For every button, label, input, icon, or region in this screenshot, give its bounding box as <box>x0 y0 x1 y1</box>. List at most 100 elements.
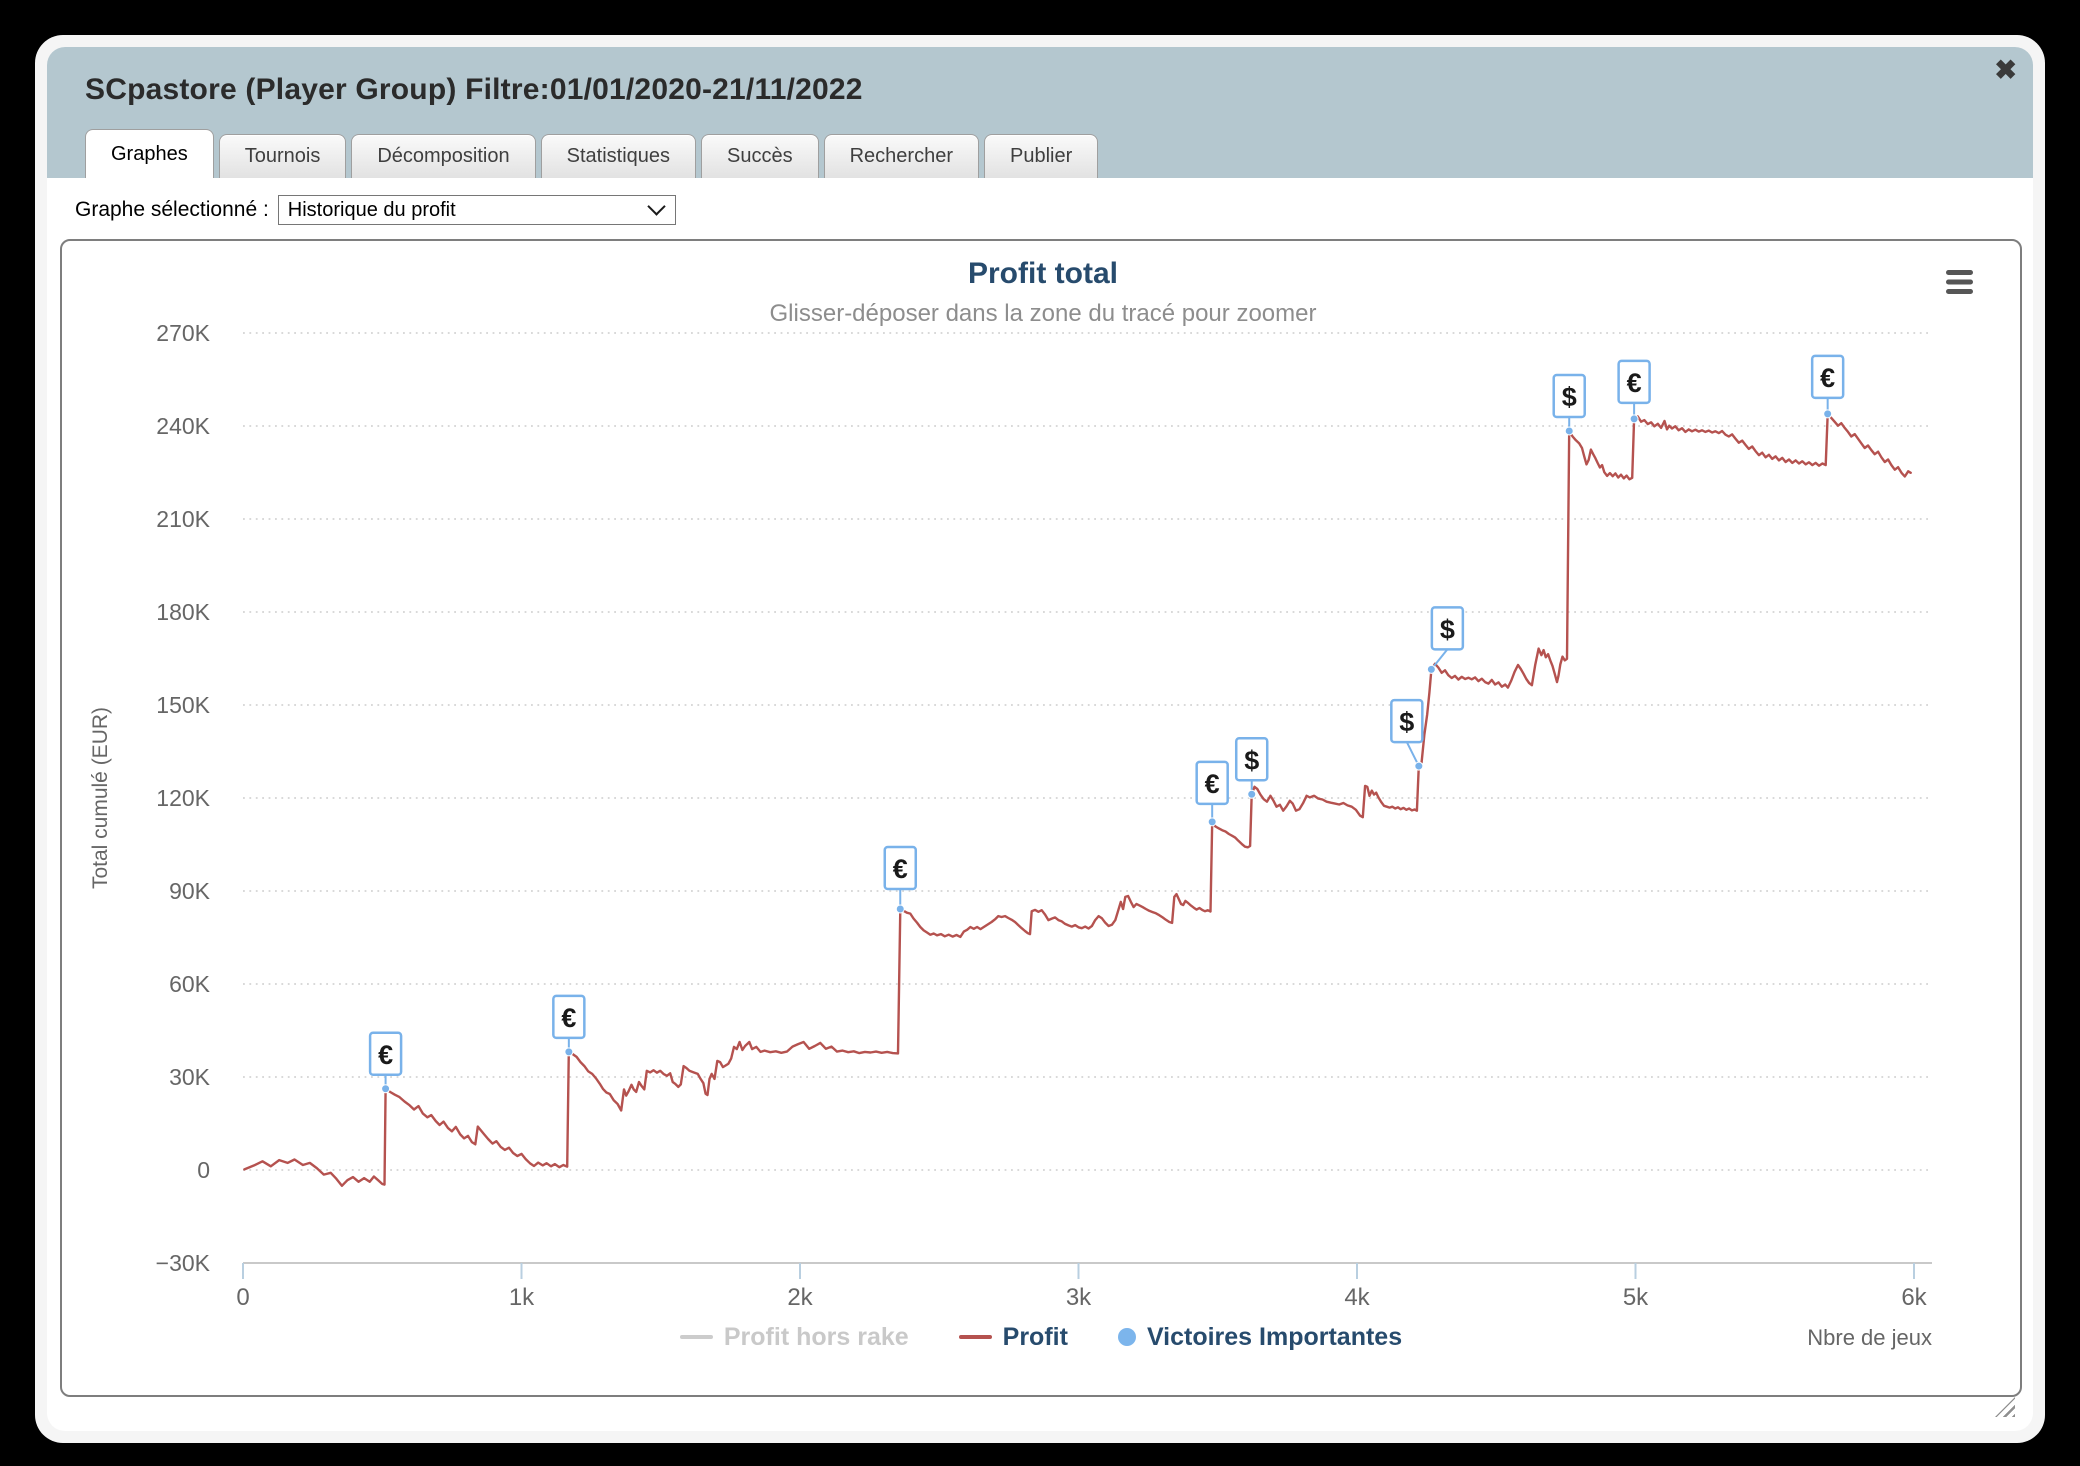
legend-label: Profit hors rake <box>723 1322 909 1351</box>
graph-selector-label: Graphe sélectionné : <box>75 198 269 221</box>
tab-rechercher[interactable]: Rechercher <box>823 134 979 178</box>
series-profit <box>243 412 1912 1187</box>
menu-bar <box>1946 270 1973 275</box>
tab-publier[interactable]: Publier <box>984 134 1099 178</box>
big-win-marker[interactable] <box>1390 698 1424 771</box>
x-axis-tick-label: 0 <box>236 1284 249 1311</box>
big-win-marker[interactable] <box>1234 737 1269 799</box>
marker-box <box>1390 698 1424 744</box>
marker-dot <box>1247 789 1257 799</box>
y-axis-title: Total cumulé (EUR) <box>89 707 112 889</box>
big-win-marker[interactable] <box>368 1031 403 1094</box>
tab-decomposition[interactable]: Décomposition <box>351 134 536 178</box>
big-win-marker[interactable] <box>1195 760 1229 827</box>
euro-icon: € <box>1205 769 1220 799</box>
big-win-marker[interactable] <box>883 845 918 914</box>
marker-dot <box>1823 409 1833 419</box>
big-win-marker[interactable] <box>1810 354 1845 419</box>
euro-icon: € <box>561 1003 576 1033</box>
chart-plot-area[interactable] <box>243 327 1932 1263</box>
marker-box <box>883 845 918 891</box>
tab-statistiques[interactable]: Statistiques <box>540 134 697 178</box>
marker-dot <box>1564 426 1574 436</box>
big-win-marker[interactable] <box>1617 359 1651 424</box>
tab-tournois[interactable]: Tournois <box>218 134 347 178</box>
y-axis-tick-label: 90K <box>169 878 211 904</box>
app-window: SCpastore (Player Group) Filtre:01/01/20… <box>35 35 2045 1443</box>
y-axis-tick-label: 210K <box>156 506 210 532</box>
euro-icon: € <box>378 1040 393 1070</box>
marker-box <box>1195 760 1229 806</box>
x-axis-tick-label: 3k <box>1066 1284 1092 1311</box>
legend-item-profit-hors-rake[interactable]: Profit hors rake <box>679 1322 909 1352</box>
marker-dot <box>1414 761 1424 771</box>
marker-box <box>1234 737 1269 782</box>
euro-icon: € <box>1627 368 1642 398</box>
line-swatch-icon <box>958 1335 992 1339</box>
y-axis-tick-label: 0 <box>197 1157 210 1183</box>
legend-item-profit[interactable]: Profit <box>958 1322 1068 1352</box>
tab-succes[interactable]: Succès <box>701 134 819 178</box>
marker-box <box>1552 373 1586 419</box>
y-axis-tick-label: 240K <box>156 413 210 439</box>
legend-item-victoires-importantes[interactable]: Victoires Importantes <box>1117 1322 1403 1352</box>
chart-title: Profit total <box>968 257 1118 290</box>
graph-selector-row: Graphe sélectionné : Historique du profi… <box>75 194 2033 226</box>
chevron-down-icon <box>647 197 666 216</box>
y-axis-tick-label: 180K <box>156 599 210 625</box>
x-axis-tick-label: 2k <box>787 1284 813 1311</box>
marker-dot <box>1207 817 1217 827</box>
y-axis-tick-label: 30K <box>169 1064 211 1090</box>
dollar-icon: $ <box>1399 707 1414 737</box>
euro-icon: € <box>1820 363 1835 393</box>
x-axis-tick-label: 6k <box>1901 1284 1927 1311</box>
x-axis-tick-label: 1k <box>509 1284 535 1311</box>
marker-box <box>1617 359 1651 405</box>
big-win-marker[interactable] <box>552 994 586 1057</box>
x-axis-title: Nbre de jeux <box>1807 1325 1932 1350</box>
dollar-icon: $ <box>1244 745 1259 775</box>
window-title: SCpastore (Player Group) Filtre:01/01/20… <box>85 73 863 106</box>
close-icon[interactable]: ✖ <box>1994 55 2017 85</box>
marker-dot <box>1629 414 1639 424</box>
x-axis-tick-label: 4k <box>1344 1284 1370 1311</box>
marker-box <box>552 994 586 1040</box>
marker-box <box>1810 354 1845 400</box>
y-axis-tick-label: 120K <box>156 785 210 811</box>
menu-bar <box>1946 289 1973 294</box>
line-swatch-icon <box>679 1335 713 1339</box>
tab-bar: Graphes Tournois Décomposition Statistiques… <box>85 129 1099 178</box>
resize-grip-icon[interactable] <box>1995 1397 2015 1417</box>
marker-dot <box>564 1047 574 1057</box>
legend-label: Victoires Importantes <box>1146 1322 1403 1351</box>
chart-legend: Profit hors rake Profit Victoires Importan… <box>62 1317 2020 1357</box>
profit-chart: 270K 240K 210K 180K 150K 120K 90K 60K 30K 0 −30K 0 1… <box>89 257 1973 1350</box>
big-win-marker[interactable] <box>1426 606 1465 674</box>
marker-dot <box>381 1084 391 1094</box>
main-content: Graphe sélectionné : Historique du profi… <box>47 194 2033 1397</box>
graph-type-select[interactable]: Historique du profit <box>277 195 676 225</box>
euro-icon: € <box>893 854 908 884</box>
y-axis-tick-label: 150K <box>156 692 210 718</box>
marker-box <box>368 1031 403 1077</box>
tab-graphes[interactable]: Graphes <box>85 129 214 178</box>
chart-panel: 270K 240K 210K 180K 150K 120K 90K 60K 30K 0 −30K 0 1… <box>60 239 2022 1397</box>
legend-label: Profit <box>1002 1322 1068 1351</box>
dollar-icon: $ <box>1562 382 1577 412</box>
marker-dot <box>895 904 905 914</box>
graph-type-select-value: Historique du profit <box>287 198 456 221</box>
marker-box <box>1430 606 1465 651</box>
menu-bar <box>1946 279 1973 285</box>
window-header: SCpastore (Player Group) Filtre:01/01/20… <box>47 47 2033 178</box>
x-axis-tick-label: 5k <box>1623 1284 1649 1311</box>
chart-menu-icon[interactable] <box>1946 270 1973 294</box>
y-axis-tick-label: 270K <box>156 320 210 346</box>
circle-swatch-icon <box>1117 1328 1136 1346</box>
big-win-marker[interactable] <box>1552 373 1586 436</box>
chart-subtitle: Glisser-déposer dans la zone du tracé po… <box>770 300 1317 327</box>
marker-dot <box>1426 664 1436 674</box>
window-content: SCpastore (Player Group) Filtre:01/01/20… <box>47 47 2033 1431</box>
y-axis-tick-label: 60K <box>169 971 211 997</box>
y-axis-tick-label: −30K <box>156 1250 211 1276</box>
dollar-icon: $ <box>1440 614 1455 644</box>
